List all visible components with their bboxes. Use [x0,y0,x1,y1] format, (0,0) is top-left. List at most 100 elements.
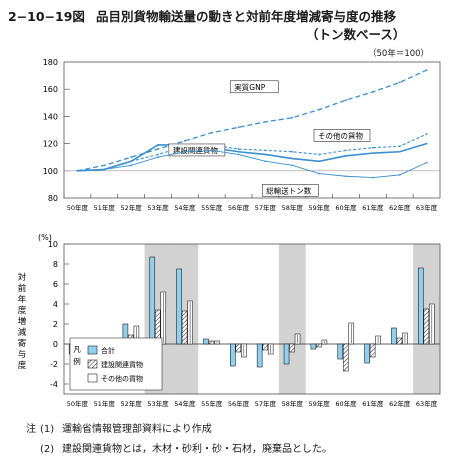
line-point [237,153,240,156]
line-point [237,148,240,150]
line-point [183,150,186,153]
line-point [425,133,428,135]
line-point [371,176,374,179]
line-point [291,150,294,153]
line-x-tick-label: 62年度 [389,203,411,212]
line-point [264,160,267,163]
bar-x-tick-label: 56年度 [228,399,250,408]
line-point [425,161,428,164]
line-point [371,146,374,149]
line-point [345,175,347,178]
bar-ylabel-char: 減 [18,327,27,338]
line-x-tick-label: 53年度 [147,203,169,212]
line-point [398,81,401,84]
line-point [318,160,321,163]
bar-0-11 [364,343,370,364]
bar-1-11 [369,343,376,358]
bar-x-tick-label: 51年度 [94,399,116,408]
bar-x-tick-label: 55年度 [201,399,223,408]
line-x-tick-label: 58年度 [282,203,304,212]
line-x-tick-label: 56年度 [228,203,250,212]
bar-x-tick-label: 59年度 [309,399,331,408]
bar-legend-label-0: 合計 [101,346,115,355]
bar-0-9 [310,343,317,350]
line-point [76,169,79,172]
line-point [130,160,133,163]
bar-1-13 [423,308,430,345]
bar-1-10 [342,343,349,372]
line-point [264,120,267,123]
bar-1-5 [208,340,215,345]
note-1-text: 運輸省情報管理部資料により作成 [62,424,212,435]
line-point [291,164,294,167]
bar-x-tick-label: 62年度 [389,399,411,408]
line-series-0 [77,69,427,172]
bar-x-tick-label: 52年度 [121,399,143,408]
bar-0-6 [230,343,236,367]
bar-ylabel-char: 前 [18,283,27,294]
line-x-tick-label: 61年度 [362,203,384,212]
line-y-tick-label: 80 [48,194,58,203]
bar-x-tick-label: 50年度 [67,399,89,408]
bar-0-13 [418,267,424,345]
bar-ylabel-char: 度 [18,360,27,371]
chart-subtitle: （トン数ベース） [306,27,406,42]
line-point [157,148,159,150]
line-series-label-box [229,80,279,94]
note-1: (1) 運輸省情報管理部資料により作成 [40,420,212,435]
line-point [183,139,186,142]
line-point [371,91,374,93]
line-series-label: 総輸送トン数 [266,185,311,195]
line-x-tick-label: 52年度 [121,203,143,212]
bar-0-3 [149,256,156,345]
line-point [318,153,321,156]
bar-legend-swatch-2 [87,373,98,383]
line-point [345,149,347,152]
bar-y-tick-label: 10 [48,240,58,249]
line-point [345,154,347,157]
line-x-tick-label: 59年度 [309,203,331,212]
bar-y-tick-label: -4 [50,380,58,389]
bar-x-tick-label: 58年度 [282,399,304,408]
bar-ylabel-char: 年 [18,294,27,305]
bar-0-4 [176,268,182,345]
bar-legend-title-char: 凡 [73,345,81,354]
line-y-tick-label: 140 [43,112,58,121]
line-point [157,153,159,156]
line-point [103,168,106,171]
figure-number: 2−10−19図 [8,9,85,24]
bar-plot-frame [63,243,441,395]
line-y-tick-label: 100 [43,167,58,176]
line-series-3 [77,149,427,179]
bar-legend-swatch-1 [87,359,98,369]
line-x-tick-label: 57年度 [255,203,277,212]
bar-ylabel-char: 与 [18,350,27,360]
bar-x-tick-label: 57年度 [255,399,277,408]
note-2-text: 建設関連貨物とは，木材・砂利・砂・石材，廃棄品とした。 [62,444,332,455]
bar-x-tick-label: 63年度 [416,399,438,408]
bar-0-12 [391,327,397,345]
line-point [398,150,401,153]
line-series-label-box [313,129,371,142]
line-point [398,173,401,176]
line-y-tick-label: 180 [43,58,58,67]
bar-ylabel-char: 度 [18,305,27,316]
line-point [318,172,321,175]
line-x-tick-label: 63年度 [416,203,438,212]
line-series-label-box [168,143,226,157]
line-point [345,99,347,101]
bar-1-7 [262,343,268,351]
line-series-label: 建設関連貨物 [173,145,218,155]
line-y-tick-label: 160 [43,85,58,94]
bar-1-12 [396,337,403,345]
line-series-label: その他の貨物 [318,130,363,140]
bar-legend-label-2: その他の貨物 [101,374,143,383]
line-x-tick-label: 54年度 [174,203,196,212]
line-x-tick-label: 60年度 [335,203,357,212]
line-series-1 [77,133,427,172]
line-series-2 [77,142,427,172]
line-point [264,149,267,152]
line-point [103,164,106,167]
bar-0-8 [283,343,290,365]
